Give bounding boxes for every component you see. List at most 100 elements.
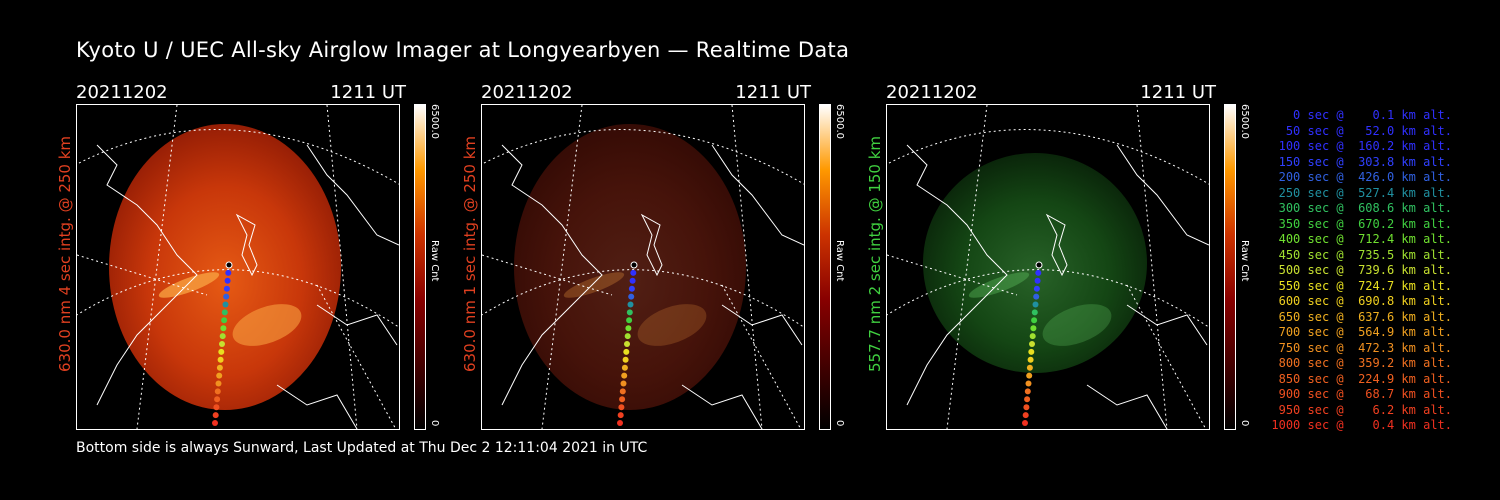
trajectory-point [1029,333,1036,340]
trajectory-point [222,301,229,308]
legend-entry: 700 sec @ 564.9 km alt. [1278,325,1452,339]
trajectory-point [617,420,623,426]
trajectory-point [1034,277,1041,284]
trajectory-point [1023,404,1030,411]
trajectory-point [622,356,629,363]
trajectory-point [1027,356,1034,363]
legend-entry: 750 sec @ 472.3 km alt. [1278,340,1452,355]
trajectory-point [624,333,631,340]
trajectory-point [212,420,218,426]
trajectory-point [1035,261,1043,269]
trajectory-point [630,261,638,269]
trajectory-point [218,348,225,355]
trajectory-point [1033,285,1040,292]
image-panel-1: 20211202 1211 UT [76,82,406,432]
trajectory-legend: 0 sec @ 0.1 km alt. 50 sec @ 52.0 km alt.… [1262,108,1452,434]
trajectory-point [626,317,633,324]
trajectory-point [625,325,632,332]
panel-time: 1211 UT [735,82,811,103]
panel-time: 1211 UT [1140,82,1216,103]
trajectory-point [1031,309,1038,316]
colorbar-unit-label: Raw Cnt [1239,240,1250,282]
trajectory-point [224,277,231,284]
allsky-image [886,104,1210,430]
legend-entry: 550 sec @ 724.7 km alt. [1278,278,1452,293]
trajectory-point [621,364,628,371]
colorbar-max-label: 6500.0 [1239,104,1250,139]
colorbar [414,104,426,430]
legend-entry: 0 sec @ 0.1 km alt. [1293,108,1452,122]
airglow-disc [109,124,341,410]
trajectory-point [1029,341,1035,347]
trajectory-point [219,341,225,347]
trajectory-point [212,412,219,419]
colorbar-unit-label: Raw Cnt [834,240,845,282]
trajectory-point [628,285,635,292]
trajectory-point [1026,364,1033,371]
panel-side-label: 557.7 nm 2 sec intg. @ 150 km [866,135,884,372]
trajectory-point [621,372,628,379]
colorbar [819,104,831,430]
panel-date: 20211202 [481,82,573,103]
colorbar-min-label: 0 [429,420,440,427]
footer-status: Bottom side is always Sunward, Last Upda… [76,440,648,456]
trajectory-point [617,412,624,419]
legend-entry: 450 sec @ 735.5 km alt. [1278,247,1452,262]
airglow-disc [923,153,1147,373]
trajectory-point [1025,380,1032,387]
trajectory-point [214,396,221,403]
panel-side-label: 630.0 nm 1 sec intg. @ 250 km [461,135,479,372]
legend-entry: 250 sec @ 527.4 km alt. [1278,185,1452,200]
trajectory-point [225,261,233,269]
trajectory-point [1028,348,1035,355]
trajectory-point [619,388,626,395]
trajectory-point [1022,420,1028,426]
legend-entry: 600 sec @ 690.8 km alt. [1278,294,1452,308]
legend-entry: 800 sec @ 359.2 km alt. [1278,356,1452,370]
trajectory-point [1026,372,1033,379]
colorbar-min-label: 0 [1239,420,1250,427]
legend-entry: 400 sec @ 712.4 km alt. [1278,232,1452,246]
trajectory-point [618,404,625,411]
trajectory-point [216,372,223,379]
colorbar-max-label: 6500.0 [429,104,440,139]
legend-entry: 900 sec @ 68.7 km alt. [1278,387,1452,401]
image-panel-2: 20211202 1211 UT [481,82,811,432]
legend-entry: 100 sec @ 160.2 km alt. [1278,139,1452,153]
trajectory-point [219,333,226,340]
trajectory-point [1024,396,1031,403]
legend-entry: 150 sec @ 303.8 km alt. [1278,154,1452,169]
legend-entry: 950 sec @ 6.2 km alt. [1278,402,1452,417]
trajectory-point [627,301,634,308]
trajectory-point [217,356,224,363]
legend-entry: 350 sec @ 670.2 km alt. [1278,216,1452,231]
trajectory-point [213,404,220,411]
trajectory-point [630,269,637,276]
colorbar-max-label: 6500.0 [834,104,845,139]
trajectory-point [629,277,636,284]
trajectory-point [223,285,230,292]
allsky-image [76,104,400,430]
legend-entry: 1000 sec @ 0.4 km alt. [1271,418,1452,432]
colorbar [1224,104,1236,430]
panel-time: 1211 UT [330,82,406,103]
trajectory-point [221,309,228,316]
legend-entry: 500 sec @ 739.6 km alt. [1278,263,1452,277]
colorbar-unit-label: Raw Cnt [429,240,440,282]
trajectory-point [215,380,222,387]
legend-entry: 300 sec @ 608.6 km alt. [1278,201,1452,215]
trajectory-point [220,325,227,332]
legend-entry: 850 sec @ 224.9 km alt. [1278,371,1452,386]
trajectory-point [225,269,232,276]
trajectory-point [628,293,635,300]
trajectory-point [620,380,627,387]
trajectory-point [619,396,626,403]
panel-date: 20211202 [886,82,978,103]
trajectory-point [216,364,223,371]
trajectory-point [624,341,630,347]
legend-entry: 50 sec @ 52.0 km alt. [1285,123,1452,138]
trajectory-point [1033,293,1040,300]
trajectory-point [1024,388,1031,395]
image-panel-3: 20211202 1211 UT [886,82,1216,432]
page-title: Kyoto U / UEC All-sky Airglow Imager at … [76,38,850,62]
